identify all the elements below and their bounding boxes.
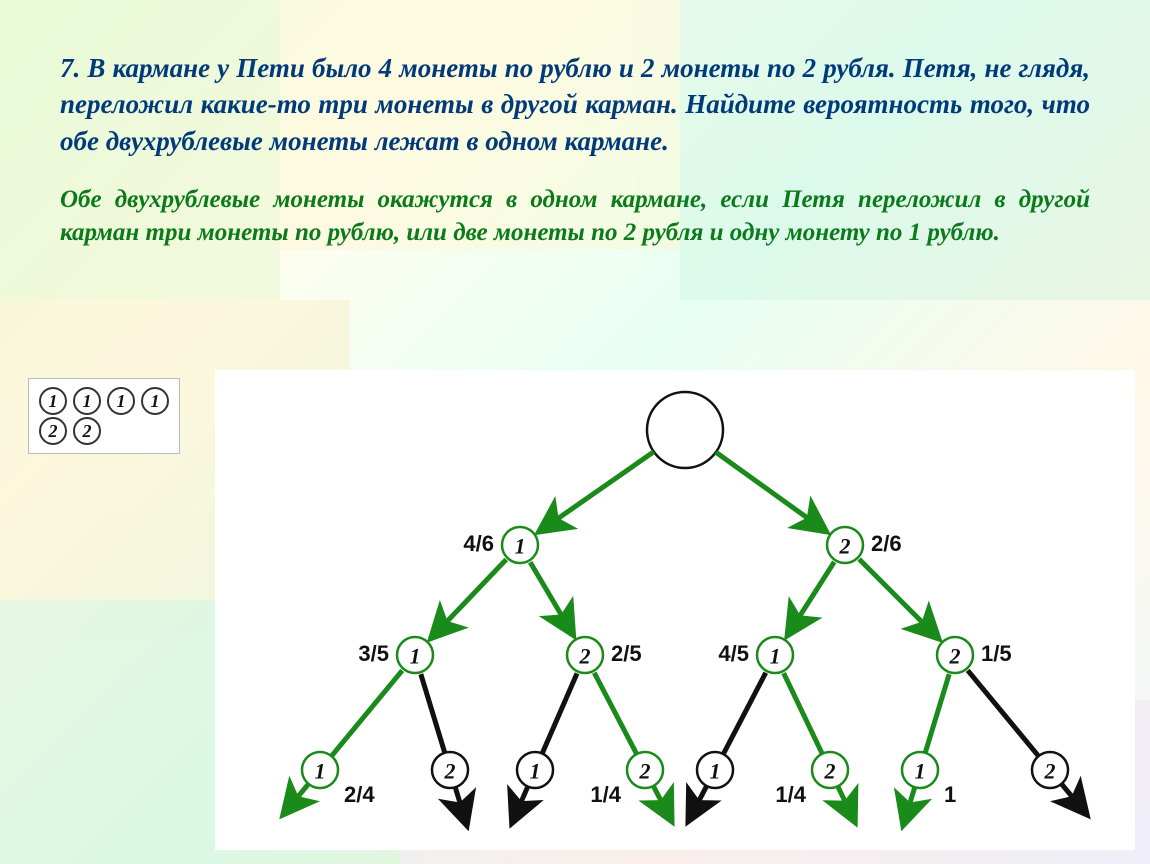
svg-text:1: 1 (315, 759, 326, 784)
svg-text:2: 2 (444, 759, 456, 784)
svg-text:1: 1 (915, 759, 926, 784)
svg-text:3/5: 3/5 (358, 641, 389, 666)
coin-row-2: 2 2 (39, 417, 169, 445)
svg-text:2: 2 (1044, 759, 1056, 784)
problem-text: 7. В кармане у Пети было 4 монеты по руб… (60, 50, 1090, 159)
svg-text:1/4: 1/4 (590, 782, 621, 807)
svg-text:2/5: 2/5 (611, 641, 642, 666)
svg-text:2: 2 (949, 644, 961, 669)
svg-text:4/5: 4/5 (718, 641, 749, 666)
svg-text:2/6: 2/6 (871, 531, 902, 556)
svg-text:1: 1 (515, 534, 526, 559)
svg-text:1: 1 (710, 759, 721, 784)
coin-1: 1 (141, 387, 169, 415)
solution-text: Обе двухрублевые монеты окажутся в одном… (60, 183, 1090, 249)
coin-row-1: 1 1 1 1 (39, 387, 169, 415)
coin-deck: 1 1 1 1 2 2 (28, 378, 180, 454)
svg-text:1: 1 (410, 644, 421, 669)
coin-1: 1 (107, 387, 135, 415)
svg-text:1/5: 1/5 (981, 641, 1012, 666)
svg-text:2: 2 (839, 534, 851, 559)
probability-tree: 1 4/6 2 2/6 1 3/5 2 2/5 1 4/5 2 1/5 1 2/4 2 1 2 1/4 1 2 1/4 1… (215, 370, 1135, 850)
svg-text:1/4: 1/4 (775, 782, 806, 807)
svg-text:4/6: 4/6 (463, 531, 494, 556)
svg-text:1: 1 (944, 782, 956, 807)
svg-text:2/4: 2/4 (344, 782, 375, 807)
coin-2: 2 (39, 417, 67, 445)
coin-1: 1 (39, 387, 67, 415)
coin-2: 2 (73, 417, 101, 445)
svg-text:2: 2 (824, 759, 836, 784)
svg-text:1: 1 (770, 644, 781, 669)
coin-1: 1 (73, 387, 101, 415)
tree-svg: 1 4/6 2 2/6 1 3/5 2 2/5 1 4/5 2 1/5 1 2/4 2 1 2 1/4 1 2 1/4 1… (215, 370, 1135, 850)
svg-text:2: 2 (579, 644, 591, 669)
svg-text:1: 1 (530, 759, 541, 784)
svg-text:2: 2 (639, 759, 651, 784)
